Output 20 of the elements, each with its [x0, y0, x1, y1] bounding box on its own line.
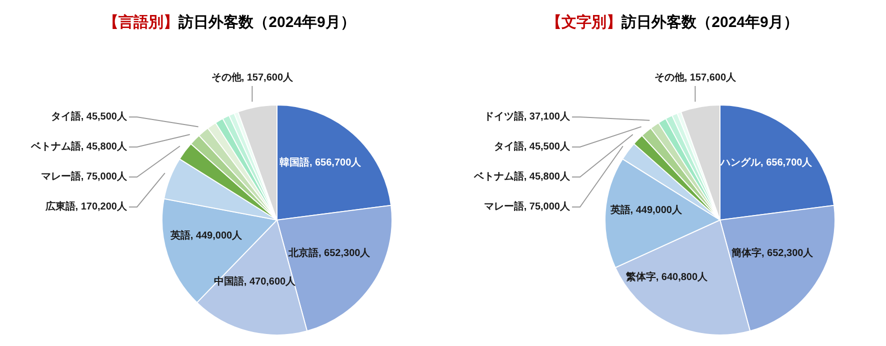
slice-label: タイ語, 45,500人: [494, 140, 571, 152]
slice-label: 中国語, 470,600人: [214, 275, 297, 288]
slice-label: ベトナム語, 45,800人: [472, 170, 571, 182]
chart-title: 【文字別】訪日外客数（2024年9月）: [546, 14, 798, 31]
slice-label: マレー語, 75,000人: [40, 170, 128, 182]
slice-label: その他, 157,600人: [654, 72, 738, 84]
chart-title: 【言語別】訪日外客数（2024年9月）: [104, 14, 356, 31]
slice-label: 韓国語, 656,700人: [279, 156, 362, 169]
slice-label: 広東語, 170,200人: [44, 200, 128, 212]
slice-label: ベトナム語, 45,800人: [30, 140, 128, 152]
slice-label: ハングル, 656,700人: [720, 156, 814, 169]
slice-label: 英語, 449,000人: [169, 229, 244, 242]
slice-label: 北京語, 652,300人: [288, 246, 372, 259]
slice-label: タイ語, 45,500人: [50, 110, 128, 122]
slice-label: ドイツ語, 37,100人: [484, 110, 571, 122]
slice-label: その他, 157,600人: [211, 72, 294, 84]
slice-label: 英語, 449,000人: [609, 204, 683, 216]
slice-label: マレー語, 75,000人: [484, 200, 571, 212]
slice-label: 簡体字, 652,300人: [730, 246, 814, 259]
slice-label: 繁体字, 640,800人: [624, 270, 709, 283]
